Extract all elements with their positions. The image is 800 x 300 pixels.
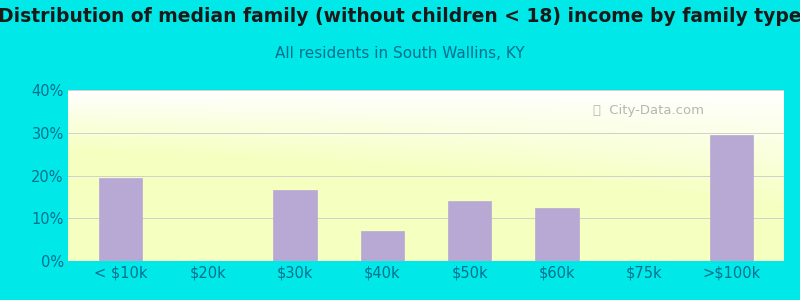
Text: ⓘ: ⓘ <box>592 104 600 117</box>
Text: City-Data.com: City-Data.com <box>605 104 704 117</box>
Bar <box>448 201 491 261</box>
Bar <box>535 208 579 261</box>
Bar <box>710 135 754 261</box>
Bar <box>98 178 142 261</box>
Text: All residents in South Wallins, KY: All residents in South Wallins, KY <box>275 46 525 62</box>
Bar <box>361 231 404 261</box>
Text: Distribution of median family (without children < 18) income by family type: Distribution of median family (without c… <box>0 8 800 26</box>
Bar <box>273 190 317 261</box>
